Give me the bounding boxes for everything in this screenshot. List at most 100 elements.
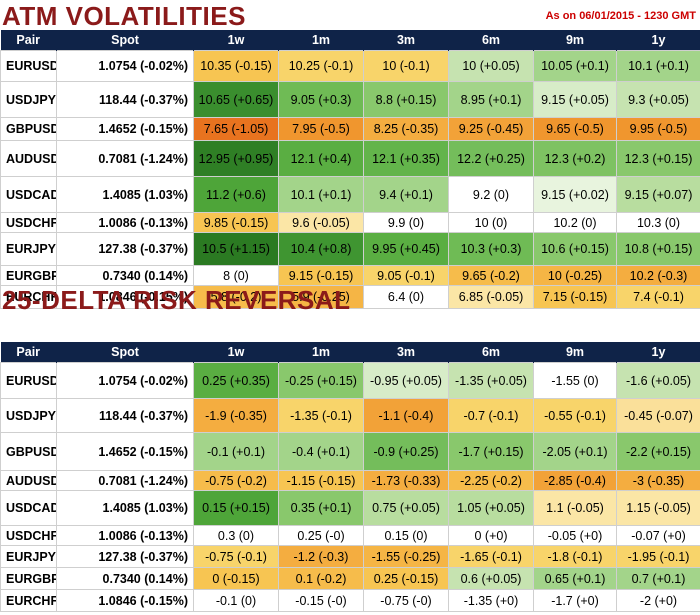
table-row: EURJPY 127.38 (-0.37%) -0.75 (-0.1) -1.2 (-… — [0, 545, 700, 568]
value-cell: 10.1 (+0.1) — [616, 50, 700, 82]
value-cell: 10.05 (+0.1) — [533, 50, 617, 82]
value-cell: -1.55 (-0.25) — [363, 545, 449, 568]
value-cell: -1.73 (-0.33) — [363, 470, 449, 491]
table-row: AUDUSD 0.7081 (-1.24%) 12.95 (+0.95) 12.1 (… — [0, 140, 700, 177]
header-pair: Pair — [0, 342, 57, 363]
value-cell: 7.65 (-1.05) — [193, 117, 279, 141]
pair-cell: USDCHF — [0, 525, 57, 546]
value-cell: -0.1 (+0.1) — [193, 432, 279, 471]
value-cell: 10.65 (+0.65) — [193, 81, 279, 118]
value-cell: -1.95 (-0.1) — [616, 545, 700, 568]
value-cell: -0.75 (-0.1) — [193, 545, 279, 568]
spot-cell: 1.0846 (-0.15%) — [56, 589, 194, 612]
value-cell: -0.55 (-0.1) — [533, 398, 617, 433]
value-cell: 8.25 (-0.35) — [363, 117, 449, 141]
value-cell: 0.15 (+0.15) — [193, 490, 279, 526]
value-cell: 12.95 (+0.95) — [193, 140, 279, 177]
header-9m: 9m — [533, 342, 617, 363]
value-cell: 12.3 (+0.2) — [533, 140, 617, 177]
header-1m: 1m — [278, 30, 364, 51]
value-cell: 9.15 (+0.07) — [616, 176, 700, 213]
atm-volatility-table: Pair Spot 1w 1m 3m 6m 9m 1y EURUSD 1.0754… — [0, 30, 700, 309]
spot-cell: 1.0086 (-0.13%) — [56, 525, 194, 546]
value-cell: 0.75 (+0.05) — [363, 490, 449, 526]
pair-cell: EURUSD — [0, 362, 57, 399]
spot-cell: 118.44 (-0.37%) — [56, 81, 194, 118]
value-cell: 1.05 (+0.05) — [448, 490, 534, 526]
value-cell: 0.3 (0) — [193, 525, 279, 546]
value-cell: 12.1 (+0.4) — [278, 140, 364, 177]
header-1w: 1w — [193, 30, 279, 51]
value-cell: 9.65 (-0.2) — [448, 265, 534, 286]
spot-cell: 1.4085 (1.03%) — [56, 490, 194, 526]
value-cell: -0.75 (-0) — [363, 589, 449, 612]
header-spot: Spot — [56, 342, 194, 363]
value-cell: 9.25 (-0.45) — [448, 117, 534, 141]
value-cell: 0.7 (+0.1) — [616, 567, 700, 590]
spot-cell: 127.38 (-0.37%) — [56, 232, 194, 266]
value-cell: -0.9 (+0.25) — [363, 432, 449, 471]
value-cell: 8 (0) — [193, 265, 279, 286]
value-cell: 0.6 (+0.05) — [448, 567, 534, 590]
value-cell: 10.3 (0) — [616, 212, 700, 233]
spot-cell: 127.38 (-0.37%) — [56, 545, 194, 568]
value-cell: -3 (-0.35) — [616, 470, 700, 491]
value-cell: -2.2 (+0.15) — [616, 432, 700, 471]
value-cell: -1.8 (-0.1) — [533, 545, 617, 568]
table-row: USDCAD 1.4085 (1.03%) 11.2 (+0.6) 10.1 (+0.… — [0, 176, 700, 213]
value-cell: 9.15 (-0.15) — [278, 265, 364, 286]
value-cell: 0.15 (0) — [363, 525, 449, 546]
value-cell: -1.55 (0) — [533, 362, 617, 399]
value-cell: 12.1 (+0.35) — [363, 140, 449, 177]
value-cell: 9.2 (0) — [448, 176, 534, 213]
value-cell: 10.5 (+1.15) — [193, 232, 279, 266]
value-cell: 8.8 (+0.15) — [363, 81, 449, 118]
pair-cell: EURJPY — [0, 232, 57, 266]
spot-cell: 0.7340 (0.14%) — [56, 567, 194, 590]
value-cell: 9.4 (+0.1) — [363, 176, 449, 213]
atm-title: ATM VOLATILITIES — [2, 1, 246, 31]
table-row: EURJPY 127.38 (-0.37%) 10.5 (+1.15) 10.4 (+… — [0, 232, 700, 266]
pair-cell: USDCHF — [0, 212, 57, 233]
value-cell: 10.1 (+0.1) — [278, 176, 364, 213]
value-cell: 5.9 (-0.25) — [278, 285, 364, 309]
header-9m: 9m — [533, 30, 617, 51]
value-cell: 9.15 (+0.05) — [533, 81, 617, 118]
value-cell: -1.65 (-0.1) — [448, 545, 534, 568]
table-row: EURCHF 1.0846 (-0.15%) 5.8 (-0.2) 5.9 (-0.2… — [0, 285, 700, 309]
table-row: GBPUSD 1.4652 (-0.15%) 7.65 (-1.05) 7.95 (-… — [0, 117, 700, 141]
table-row: EURCHF 1.0846 (-0.15%) -0.1 (0) -0.15 (-0) -… — [0, 589, 700, 612]
header-6m: 6m — [448, 30, 534, 51]
spot-cell: 1.4085 (1.03%) — [56, 176, 194, 213]
value-cell: 10.25 (-0.1) — [278, 50, 364, 82]
table-row: GBPUSD 1.4652 (-0.15%) -0.1 (+0.1) -0.4 (+0… — [0, 432, 700, 471]
value-cell: 9.95 (-0.5) — [616, 117, 700, 141]
table-row: EURUSD 1.0754 (-0.02%) 0.25 (+0.35) -0.25 (… — [0, 362, 700, 399]
header-3m: 3m — [363, 342, 449, 363]
pair-cell: EURCHF — [0, 589, 57, 612]
value-cell: 9.05 (-0.1) — [363, 265, 449, 286]
spot-cell: 0.7340 (0.14%) — [56, 265, 194, 286]
value-cell: 11.2 (+0.6) — [193, 176, 279, 213]
value-cell: 0 (-0.15) — [193, 567, 279, 590]
value-cell: -1.15 (-0.15) — [278, 470, 364, 491]
spot-cell: 1.0754 (-0.02%) — [56, 50, 194, 82]
value-cell: 0.1 (-0.2) — [278, 567, 364, 590]
value-cell: -0.1 (0) — [193, 589, 279, 612]
spot-cell: 1.0846 (-0.15%) — [56, 285, 194, 309]
pair-cell: EURGBP — [0, 567, 57, 590]
value-cell: -0.07 (+0) — [616, 525, 700, 546]
pair-cell: EURJPY — [0, 545, 57, 568]
value-cell: 9.05 (+0.3) — [278, 81, 364, 118]
value-cell: -0.45 (-0.07) — [616, 398, 700, 433]
spot-cell: 1.0754 (-0.02%) — [56, 362, 194, 399]
value-cell: 0 (+0) — [448, 525, 534, 546]
rr-title: 25-DELTA RISK REVERSAL — [2, 285, 351, 315]
value-cell: 9.95 (+0.45) — [363, 232, 449, 266]
table-row: USDCHF 1.0086 (-0.13%) 0.3 (0) 0.25 (-0) 0.1… — [0, 525, 700, 546]
value-cell: 10.2 (-0.3) — [616, 265, 700, 286]
value-cell: 10.8 (+0.15) — [616, 232, 700, 266]
value-cell: -2.05 (+0.1) — [533, 432, 617, 471]
value-cell: 7.95 (-0.5) — [278, 117, 364, 141]
value-cell: -2 (+0) — [616, 589, 700, 612]
